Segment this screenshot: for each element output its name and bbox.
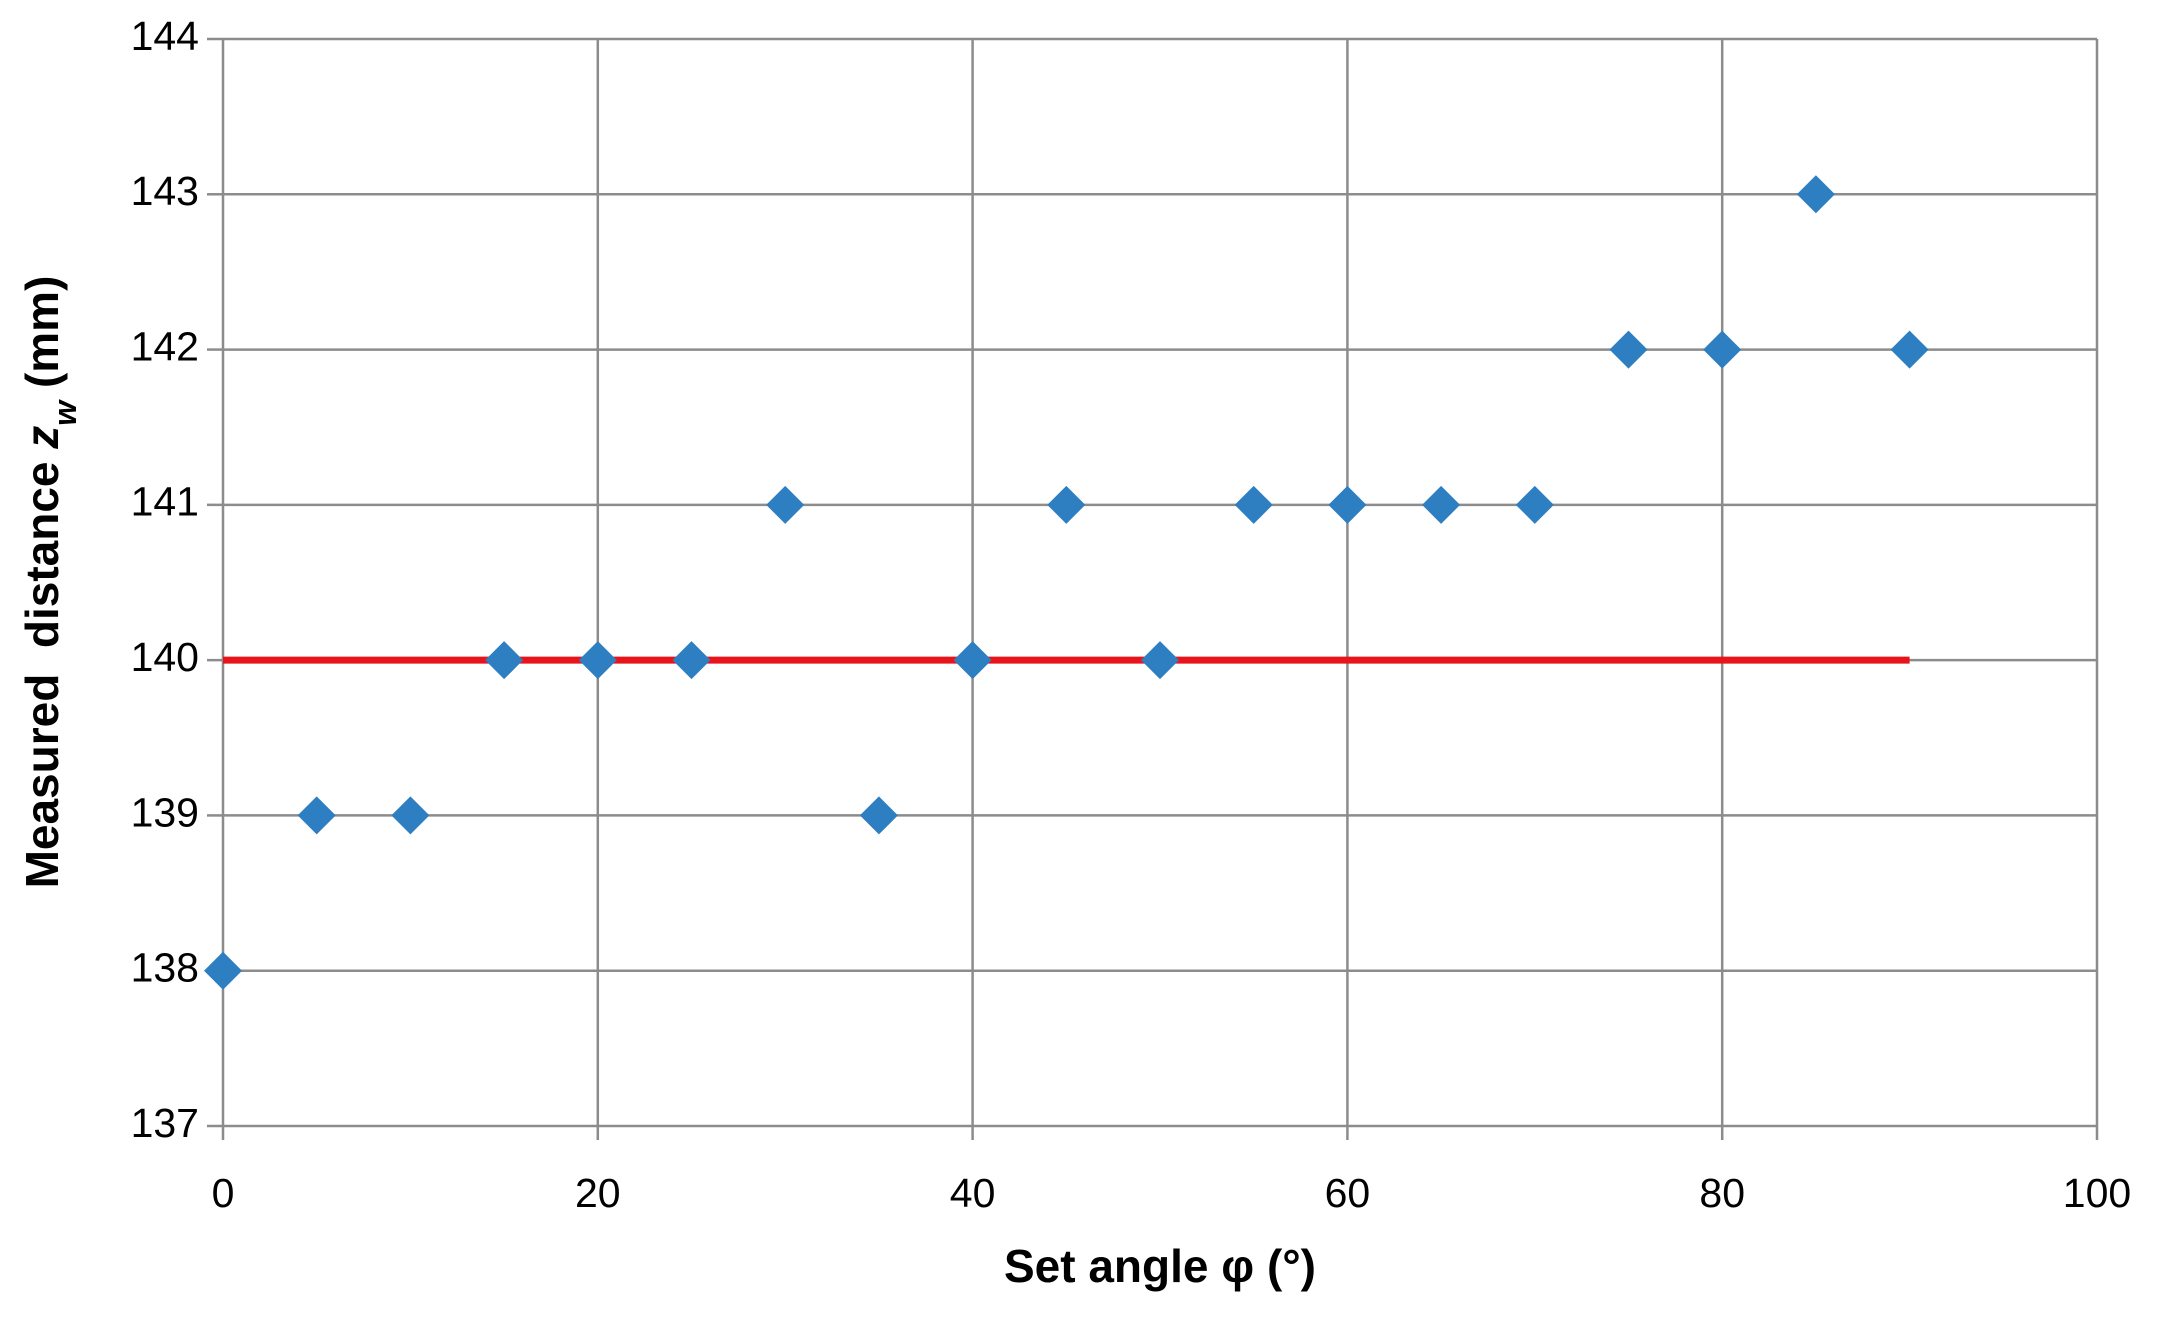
point xyxy=(1703,330,1742,369)
y-tick-label: 144 xyxy=(131,13,199,59)
point xyxy=(1328,485,1367,524)
y-axis-title-var: z xyxy=(16,426,68,450)
x-tick-label: 0 xyxy=(212,1170,235,1216)
point xyxy=(1609,330,1648,369)
point xyxy=(1890,330,1929,369)
y-tick-label: 137 xyxy=(131,1100,199,1146)
point xyxy=(1796,175,1835,214)
point xyxy=(766,485,805,524)
point xyxy=(672,641,711,680)
y-tick-label: 141 xyxy=(131,479,199,525)
x-tick-label: 100 xyxy=(2063,1170,2131,1216)
y-tick-label: 139 xyxy=(131,789,199,835)
x-tick-label: 60 xyxy=(1325,1170,1371,1216)
point xyxy=(391,796,430,835)
y-tick-label: 143 xyxy=(131,168,199,214)
x-tick-label: 80 xyxy=(1699,1170,1745,1216)
point xyxy=(485,641,524,680)
x-tick-label: 20 xyxy=(575,1170,621,1216)
point xyxy=(204,951,242,990)
y-tick-label: 142 xyxy=(131,323,199,369)
y-axis-title: Measured distance zw (mm) xyxy=(16,276,83,889)
point xyxy=(1422,485,1461,524)
point xyxy=(859,796,898,835)
point xyxy=(1234,485,1273,524)
y-tick-label: 138 xyxy=(131,945,199,991)
y-axis-title-sub: w xyxy=(47,399,83,426)
x-axis-title: Set angle φ (°) xyxy=(1004,1240,1316,1292)
point xyxy=(297,796,336,835)
point xyxy=(1141,641,1179,680)
point xyxy=(578,641,617,680)
x-tick-label: 40 xyxy=(950,1170,996,1216)
y-axis-title-unit: (mm) xyxy=(16,276,68,401)
point xyxy=(1047,485,1086,524)
point xyxy=(953,641,992,680)
y-tick-label: 140 xyxy=(131,634,199,680)
y-axis-title-text: Measured distance xyxy=(16,449,68,889)
point xyxy=(1515,485,1554,524)
